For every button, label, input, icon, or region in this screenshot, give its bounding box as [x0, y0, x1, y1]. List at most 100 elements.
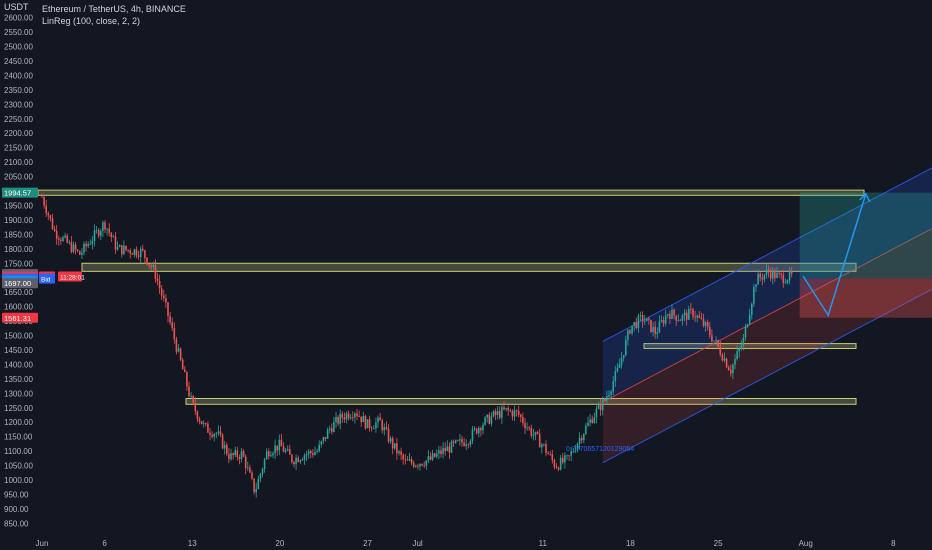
candle-body	[574, 450, 577, 452]
candle-body	[215, 433, 218, 435]
candle-body	[717, 340, 719, 347]
candle-body	[179, 348, 182, 360]
candle-body	[606, 396, 608, 401]
candle-body	[381, 420, 383, 431]
candle-body	[538, 433, 541, 448]
candle-body	[387, 428, 390, 442]
candle-body	[673, 309, 675, 316]
candle-body	[83, 243, 85, 253]
price-tick: 1200.00	[4, 418, 33, 427]
candle-body	[622, 355, 625, 358]
indicator-title: LinReg (100, close, 2, 2)	[42, 16, 141, 26]
candle-body	[255, 488, 257, 493]
candle-body	[677, 320, 680, 321]
candle-body	[790, 271, 793, 274]
candle-body	[190, 395, 192, 397]
candle-body	[744, 326, 747, 338]
candle-body	[337, 417, 339, 424]
candle-body	[181, 359, 184, 370]
profit-zone	[799, 192, 932, 279]
candle-body	[419, 463, 421, 467]
candle-body	[774, 270, 776, 278]
candle-body	[404, 459, 407, 461]
candle-body	[662, 320, 665, 324]
candle-body	[127, 249, 129, 251]
time-tick: Jul	[412, 539, 422, 548]
candle-body	[41, 196, 43, 198]
candle-body	[555, 467, 558, 468]
candle-body	[366, 419, 369, 429]
time-axis[interactable]: Jun 6 13 20 27 Jul 11 18 25 Aug 8	[36, 539, 897, 548]
candle-body	[669, 314, 671, 319]
candle-body	[648, 318, 650, 320]
candle-body	[601, 399, 604, 411]
candle-body	[186, 372, 188, 387]
candle-body	[301, 459, 304, 461]
candle-body	[406, 459, 409, 461]
candle-body	[786, 280, 789, 283]
candle-body	[496, 411, 499, 415]
price-tick: 1800.00	[4, 245, 33, 254]
candle-body	[547, 452, 549, 455]
candle-body	[696, 315, 698, 318]
candle-body	[148, 264, 150, 266]
timer-bg	[58, 271, 82, 282]
candle-body	[402, 454, 404, 460]
horizontal-zone	[81, 262, 857, 272]
price-tick: 1000.00	[4, 476, 33, 485]
price-tick: 1400.00	[4, 360, 33, 369]
candle-body	[681, 315, 684, 321]
candle-body	[97, 230, 100, 236]
support-resistance-zones	[37, 189, 865, 405]
candle-body	[511, 411, 514, 417]
candle-body	[515, 410, 518, 412]
candle-body	[734, 358, 736, 365]
candle-body	[307, 451, 310, 455]
candle-body	[675, 315, 677, 321]
time-tick: 18	[626, 539, 635, 548]
candle-body	[694, 316, 696, 318]
candle-body	[769, 272, 772, 279]
candle-body	[360, 416, 362, 423]
candle-body	[339, 413, 341, 424]
candle-body	[244, 456, 247, 469]
level-tag-2: 1697.00	[4, 279, 31, 288]
price-tick: 900.00	[4, 505, 29, 514]
price-tick: 2550.00	[4, 28, 33, 37]
long-position-tool[interactable]	[799, 192, 932, 318]
candle-body	[295, 457, 297, 465]
candle-body	[74, 244, 77, 250]
candle-body	[715, 340, 717, 341]
time-tick: 20	[275, 539, 284, 548]
price-tick: 1100.00	[4, 447, 33, 456]
candle-body	[410, 459, 413, 464]
candle-body	[156, 278, 159, 282]
candle-body	[274, 445, 276, 454]
candle-body	[499, 411, 501, 418]
candle-body	[391, 438, 394, 449]
candle-body	[610, 391, 612, 395]
candle-body	[347, 413, 350, 419]
candle-body	[553, 460, 556, 468]
candle-body	[721, 354, 724, 361]
candle-body	[219, 431, 222, 435]
candle-body	[303, 455, 306, 460]
candle-body	[658, 321, 661, 333]
chart-legend[interactable]: Ethereum / TetherUS, 4h, BINANCE LinReg …	[42, 3, 186, 27]
candle-body	[345, 413, 348, 420]
candle-body	[110, 232, 113, 238]
candle-body	[616, 367, 619, 372]
candle-body	[305, 454, 308, 456]
candle-body	[226, 444, 228, 454]
candle-body	[278, 439, 281, 451]
candle-body	[91, 240, 94, 244]
candle-body	[650, 319, 652, 333]
candle-body	[711, 335, 713, 342]
candle-body	[240, 451, 243, 460]
price-axis[interactable]: 2600.00 2550.00 2500.00 2450.00 2400.00 2350.…	[4, 14, 33, 529]
candle-body	[436, 453, 438, 457]
candle-body	[79, 251, 81, 255]
candle-body	[100, 230, 102, 236]
candle-body	[618, 364, 621, 368]
